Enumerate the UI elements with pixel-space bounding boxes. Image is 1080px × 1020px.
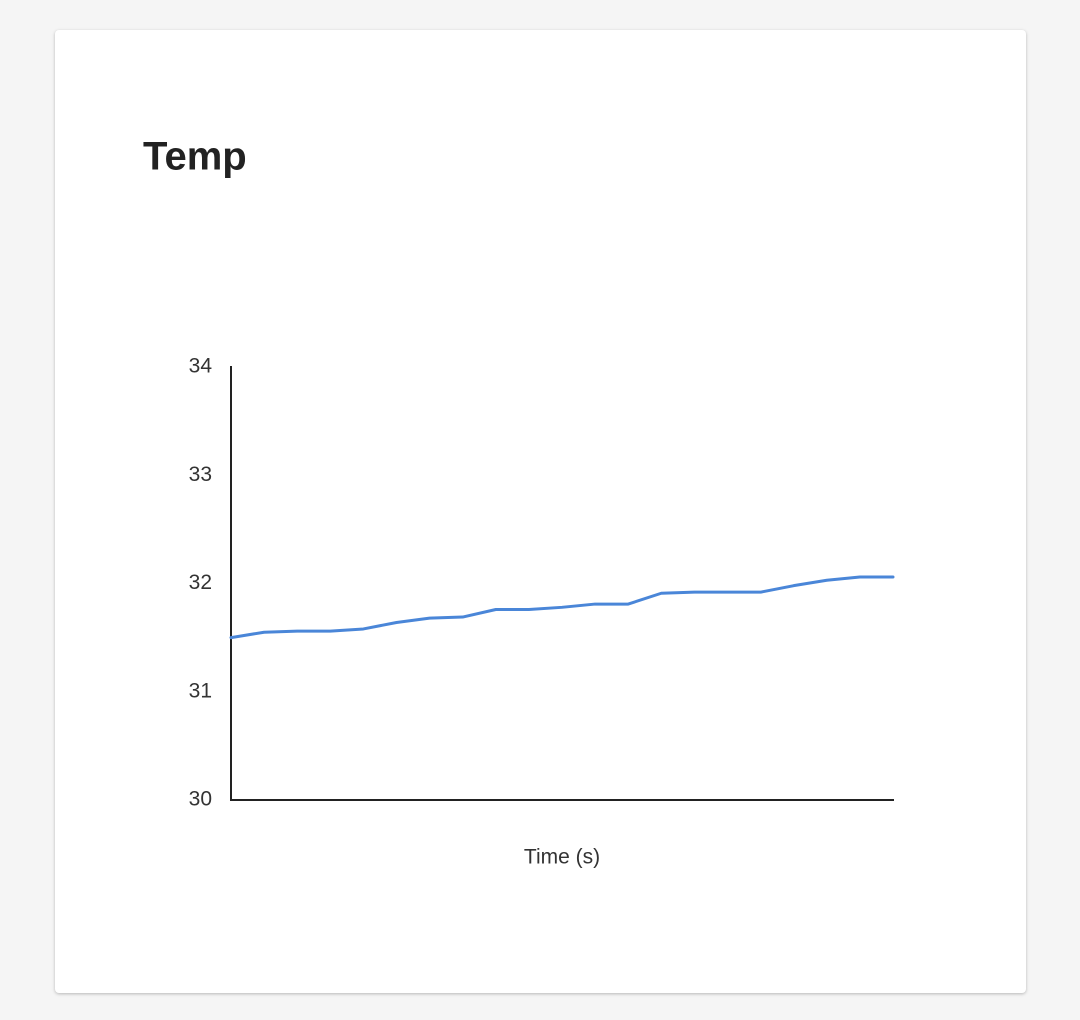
data-line (229, 575, 895, 640)
y-tick-label: 31 (189, 679, 212, 702)
y-tick-label: 32 (189, 571, 212, 594)
x-axis-label: Time (s) (524, 846, 600, 869)
card (55, 30, 1026, 993)
y-tick-label: 34 (189, 355, 213, 378)
chart-title: Temp (143, 135, 247, 179)
y-tick-label: 30 (189, 788, 212, 811)
y-tick-label: 33 (189, 463, 212, 486)
